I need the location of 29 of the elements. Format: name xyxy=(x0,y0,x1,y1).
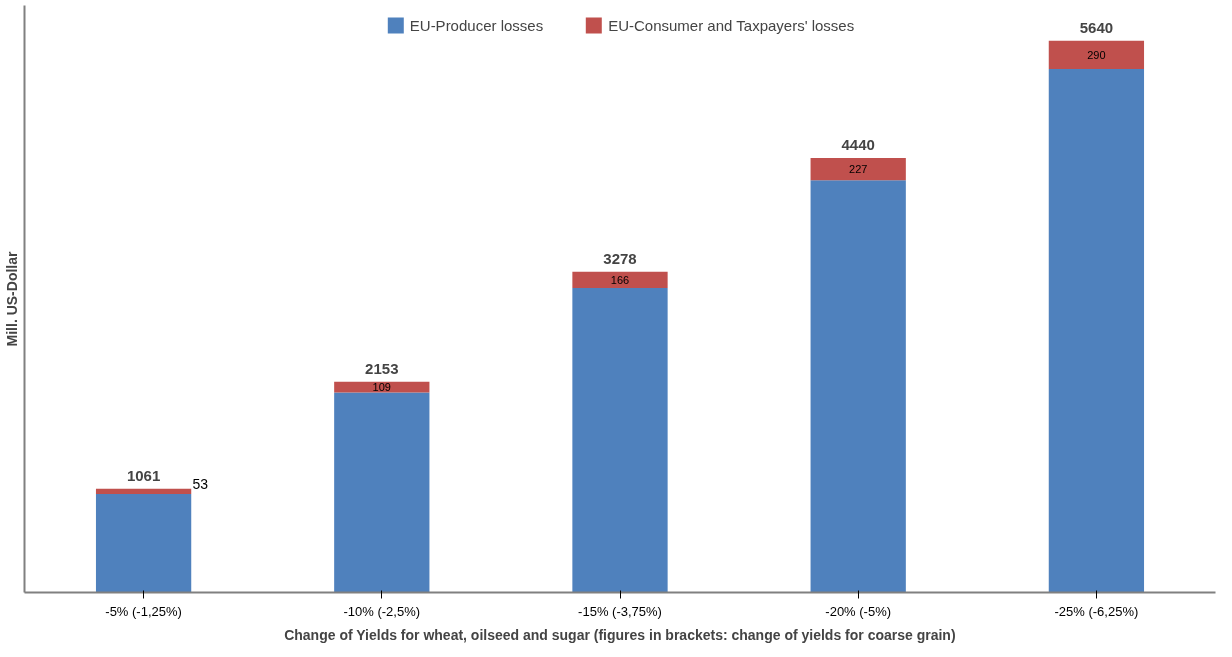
x-tick-label: -15% (-3,75%) xyxy=(578,603,662,619)
bar xyxy=(810,180,906,593)
bar xyxy=(1048,69,1145,593)
x-tick-label: -20% (-5%) xyxy=(825,603,892,619)
bar xyxy=(334,381,430,393)
legend-label: EU-Consumer and Taxpayers' losses xyxy=(608,16,855,34)
total-label: 5640 xyxy=(1079,18,1114,36)
y-axis-title: Mill. US-Dollar xyxy=(3,251,20,347)
data-label: 166 xyxy=(610,273,630,286)
x-axis-title: Change of Yields for wheat, oilseed and sugar (figures in brackets: change of yields for coarse grain) xyxy=(284,626,956,643)
bar xyxy=(334,392,430,593)
data-label: 53 xyxy=(192,475,209,492)
legend-label: EU-Producer losses xyxy=(409,16,544,34)
x-tick-label: -10% (-2,5%) xyxy=(343,603,421,619)
total-label: 2153 xyxy=(365,359,399,377)
total-label: 4440 xyxy=(841,136,875,154)
bar xyxy=(572,271,668,289)
bar xyxy=(95,493,192,593)
data-label: 109 xyxy=(372,381,391,394)
data-label: 227 xyxy=(849,163,868,176)
data-label: 290 xyxy=(1087,48,1106,61)
x-tick-label: -25% (-6,25%) xyxy=(1054,603,1139,619)
total-label: 3278 xyxy=(603,249,637,267)
bar xyxy=(810,158,906,181)
x-tick-label: -5% (-1,25%) xyxy=(105,603,182,619)
bar xyxy=(572,288,668,593)
bar xyxy=(95,488,192,494)
bar xyxy=(1048,40,1145,70)
total-label: 1061 xyxy=(126,466,161,484)
